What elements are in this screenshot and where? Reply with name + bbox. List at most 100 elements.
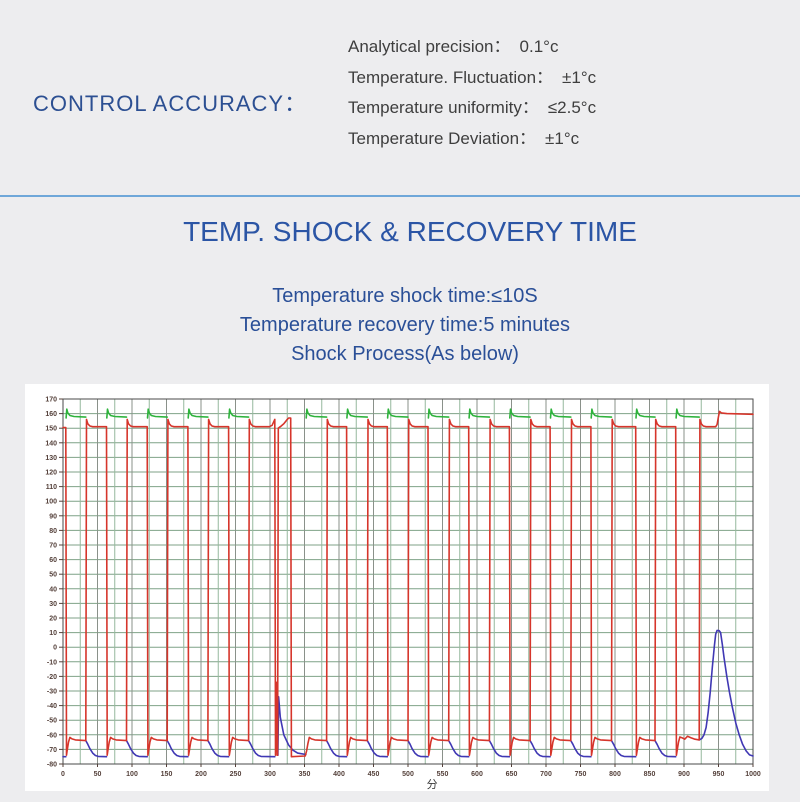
y-tick-label: -60 xyxy=(47,732,57,739)
recovery-time-line: Temperature recovery time:5 minutes xyxy=(239,314,571,336)
x-tick-label: 350 xyxy=(299,771,311,778)
accuracy-spec-list: Analytical precision： 0.1°c Temperature. … xyxy=(348,36,596,158)
series-cold-zone-temp-line xyxy=(84,739,108,758)
y-tick-label: 70 xyxy=(49,543,57,550)
spec-row: Temperature. Fluctuation： ±1°c xyxy=(348,67,596,98)
series-hot-zone-temp-line xyxy=(386,408,409,419)
section-divider xyxy=(0,195,800,197)
series-hot-zone-temp-line xyxy=(590,408,613,419)
series-hot-zone-temp-line xyxy=(508,408,531,419)
x-tick-label: 450 xyxy=(368,771,380,778)
spec-value: 0.1°c xyxy=(519,37,559,56)
y-tick-label: -40 xyxy=(47,703,57,710)
spec-label: Analytical precision： xyxy=(348,37,511,56)
x-tick-label: 250 xyxy=(230,771,242,778)
y-tick-label: 130 xyxy=(45,455,57,462)
series-cold-zone-temp-line xyxy=(698,629,754,757)
x-tick-label: 900 xyxy=(678,771,690,778)
series-cold-zone-temp-line xyxy=(654,739,677,758)
y-tick-label: 110 xyxy=(46,484,57,491)
y-tick-label: 50 xyxy=(49,572,57,579)
series-cold-zone-temp-line xyxy=(125,739,148,758)
series-cold-zone-temp-line xyxy=(407,739,429,758)
spec-value: ±1°c xyxy=(562,67,597,87)
spec-label: Temperature. Fluctuation： xyxy=(348,67,554,87)
x-tick-label: 550 xyxy=(437,771,449,778)
y-tick-label: 10 xyxy=(49,630,57,637)
series-hot-zone-temp-line xyxy=(305,408,328,419)
spec-row: Analytical precision： 0.1°c xyxy=(348,36,596,67)
x-tick-label: 500 xyxy=(402,771,414,778)
spec-row: Temperature Deviation： ±1°c xyxy=(348,128,596,159)
x-axis-unit-label: 分 xyxy=(427,778,438,791)
series-hot-zone-temp-line xyxy=(468,408,491,419)
y-tick-label: -20 xyxy=(47,674,57,681)
x-tick-label: 150 xyxy=(161,771,173,778)
x-tick-label: 0 xyxy=(61,771,65,778)
series-cold-zone-temp-line xyxy=(247,739,276,758)
spec-value: ±1°c xyxy=(545,128,580,148)
series-hot-zone-temp-line xyxy=(146,408,168,419)
y-tick-label: 0 xyxy=(53,645,57,652)
y-tick-label: 160 xyxy=(45,411,57,418)
y-tick-label: -10 xyxy=(47,659,57,666)
shock-process-chart: -80 -70 -60 -50 -40 -30 -20 -10 0 10 20 30 40 50 60 70 8… xyxy=(45,397,761,792)
x-tick-label: 200 xyxy=(195,771,207,778)
series-cold-zone-temp-line xyxy=(207,739,230,758)
y-tick-label: 170 xyxy=(45,397,57,404)
x-tick-label: 100 xyxy=(126,771,138,778)
y-tick-label: 40 xyxy=(49,586,57,593)
y-tick-label: 120 xyxy=(45,470,57,477)
y-tick-label: 20 xyxy=(49,616,57,623)
shock-time-line: Temperature shock time:≤10S xyxy=(272,285,538,307)
y-tick-label: -30 xyxy=(47,689,57,696)
series-cold-zone-temp-line xyxy=(529,739,551,758)
spec-value: ≤2.5°c xyxy=(547,98,597,117)
series-cold-zone-temp-line xyxy=(366,739,389,758)
x-tick-label: 400 xyxy=(333,771,345,778)
x-tick-label: 50 xyxy=(94,771,102,778)
y-tick-label: 30 xyxy=(49,601,57,608)
series-cold-zone-temp-line xyxy=(447,739,470,758)
x-tick-label: 700 xyxy=(540,771,552,778)
x-tick-label: 750 xyxy=(575,771,587,778)
series-hot-zone-temp-line xyxy=(675,408,701,419)
spec-row: Temperature uniformity： ≤2.5°c xyxy=(348,97,596,128)
series-hot-zone-temp-line xyxy=(65,408,87,419)
series-hot-zone-temp-line xyxy=(427,408,450,419)
y-tick-label: 150 xyxy=(45,426,57,433)
series-hot-zone-temp-line xyxy=(228,408,250,419)
x-tick-label: 850 xyxy=(644,771,656,778)
chart-panel: -80 -70 -60 -50 -40 -30 -20 -10 0 10 20 30 40 50 60 70 8… xyxy=(25,384,769,791)
series-hot-zone-temp-line xyxy=(187,408,209,419)
y-tick-label: 100 xyxy=(45,499,57,506)
x-tick-label: 800 xyxy=(609,771,621,778)
series-hot-zone-temp-line xyxy=(549,408,572,419)
series-cold-zone-temp-line xyxy=(610,739,637,758)
y-tick-label: -50 xyxy=(47,718,57,725)
series-cold-zone-temp-line xyxy=(569,739,592,758)
control-accuracy-title: CONTROL ACCURACY： xyxy=(33,91,308,116)
series-cold-zone-temp-line xyxy=(166,739,189,758)
x-tick-label: 650 xyxy=(506,771,518,778)
series-specimen-temp-line xyxy=(62,410,754,758)
shock-process-line: Shock Process(As below) xyxy=(291,343,519,365)
x-tick-label: 1000 xyxy=(745,771,761,778)
y-tick-label: -70 xyxy=(47,747,57,754)
shock-section-heading: TEMP. SHOCK & RECOVERY TIME xyxy=(183,216,637,247)
y-tick-label: 60 xyxy=(49,557,57,564)
x-tick-label: 300 xyxy=(264,771,276,778)
spec-label: Temperature Deviation： xyxy=(348,128,537,148)
y-tick-label: -80 xyxy=(47,762,57,769)
series-cold-zone-temp-line xyxy=(488,739,511,758)
series-cold-zone-temp-line xyxy=(277,695,307,757)
series-hot-zone-temp-line xyxy=(635,408,656,419)
y-tick-label: 140 xyxy=(45,440,57,447)
y-tick-label: 90 xyxy=(49,513,57,520)
spec-label: Temperature uniformity： xyxy=(348,98,539,117)
x-tick-label: 950 xyxy=(713,771,725,778)
y-tick-label: 80 xyxy=(49,528,57,535)
series-hot-zone-temp-line xyxy=(346,408,369,419)
x-tick-label: 600 xyxy=(471,771,483,778)
